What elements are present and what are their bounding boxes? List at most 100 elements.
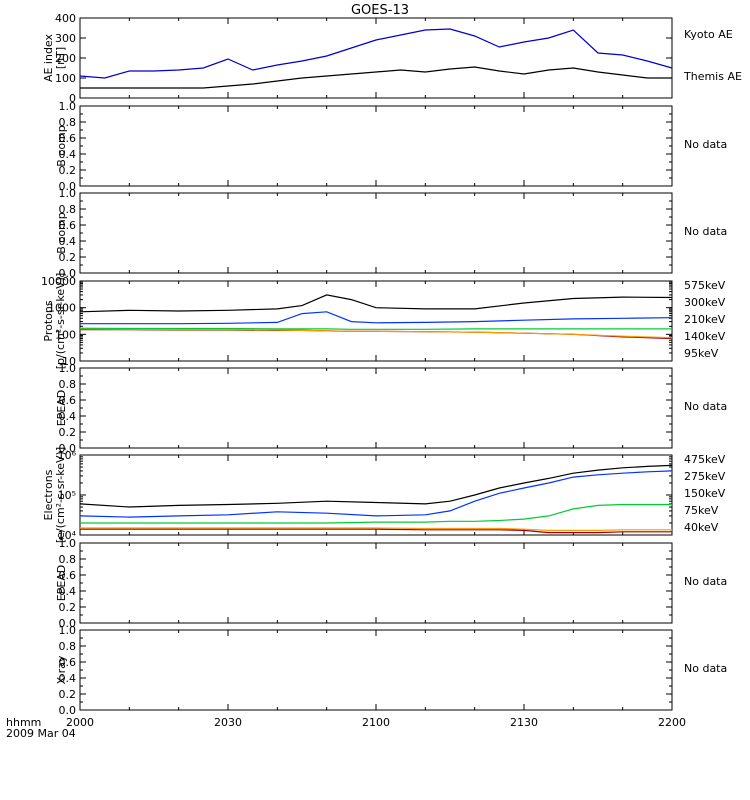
y-axis-label: [nT] [54,47,67,69]
y-tick-label: 0.2 [59,251,77,264]
y-tick-label: 0.0 [59,704,77,717]
y-tick-label: 0.0 [59,442,77,455]
y-tick-label: 0.0 [59,617,77,630]
panel-epead1: 0.0 0.2 0.4 0.6 0.8 1.0 EPEAD No data [55,362,727,455]
y-axis-label: X-ray [55,655,68,684]
x-tick-label: 2100 [362,716,390,729]
panel-protons: 10 100 1000 10000 Protons [p/(cm²-s-sr-keV)] 5… [41,273,726,370]
panel-frame [79,367,673,449]
x-tick-label: 2200 [658,716,686,729]
y-tick-label: 200 [55,52,76,65]
panel-frame [79,280,673,362]
legend-entry: 75keV [684,504,719,517]
y-axis-label: [e/(cm²-s-sr-keV)] [54,447,67,543]
y-tick-label: 10000 [41,275,76,288]
panel-xray: 0.0 0.2 0.4 0.6 0.8 1.0 X-ray No data [55,624,727,717]
y-tick-label: 0.2 [59,426,77,439]
y-tick-label: 0.4 [59,410,77,423]
series-line-95keV [79,294,673,313]
series-line-275keV [80,527,672,532]
y-tick-label: 0.2 [59,601,77,614]
no-data-label: No data [684,138,727,151]
y-tick-label: 1.0 [59,362,77,375]
y-tick-label: 1000 [48,302,76,315]
y-axis-label: AE index [42,33,55,82]
y-tick-label: 10⁵ [58,489,76,502]
series-line-75keV [79,470,673,518]
y-tick-label: 0.0 [59,180,77,193]
y-tick-label: 0.6 [59,394,77,407]
y-tick-label: 300 [55,32,76,45]
panel-b1: 0.0 0.2 0.4 0.6 0.8 1.0 B comp No data [55,100,727,193]
y-tick-label: 0.8 [59,640,77,653]
x-tick-label: 2030 [214,716,242,729]
legend-entry: 150keV [684,487,726,500]
y-tick-label: 10⁴ [58,529,77,542]
y-tick-label: 0.6 [59,132,77,145]
y-tick-label: 0.8 [59,553,77,566]
y-tick-label: 0.8 [59,203,77,216]
y-tick-label: 0.6 [59,656,77,669]
legend-entry: Themis AE [683,70,742,83]
series-line-150keV [80,503,672,524]
y-tick-label: 10⁶ [58,449,77,462]
y-tick-label: 1.0 [59,100,77,113]
no-data-label: No data [684,575,727,588]
y-tick-label: 400 [55,12,76,25]
series-line-210keV [79,327,672,330]
no-data-label: No data [684,225,727,238]
y-tick-label: 0.4 [59,235,77,248]
legend-entry: 575keV [684,279,726,292]
series-line-Themis AE [80,66,672,89]
y-tick-label: 10 [62,355,76,368]
y-tick-label: 0.6 [59,569,77,582]
legend-entry: 95keV [684,347,719,360]
y-tick-label: 100 [55,328,76,341]
time-axis-label: hhmm [6,716,41,729]
legend-entry: 275keV [684,470,726,483]
chart-title: GOES-13 [351,3,409,18]
y-axis-label: Protons [42,300,55,341]
date-label: 2009 Mar 04 [6,727,76,740]
y-axis-label: EPEAD [55,390,68,427]
legend-entry: Kyoto AE [684,28,733,41]
x-tick-label: 2000 [66,716,94,729]
y-tick-label: 0.4 [59,672,77,685]
panel-epead2: 0.0 0.2 0.4 0.6 0.8 1.0 EPEAD No data [55,537,727,630]
series-line-140keV [80,311,673,325]
y-tick-label: 100 [55,72,76,85]
x-tick-label: 2130 [510,716,538,729]
y-axis-label: EPEAD [55,565,68,602]
y-tick-label: 0.2 [59,164,77,177]
panel-frame [79,542,673,624]
y-axis-label: Electrons [42,469,55,520]
panel-b2: 0.0 0.2 0.4 0.6 0.8 1.0 B comp No data [55,187,727,280]
y-axis-label: [p/(cm²-s-sr-keV)] [54,273,67,370]
series-line-Kyoto AE [79,28,673,79]
legend-entry: 300keV [684,296,726,309]
legend-entry: 140keV [684,330,726,343]
y-axis-label: B comp [55,125,68,167]
y-tick-label: 1.0 [59,537,77,550]
series-line-475keV [80,528,672,534]
y-tick-label: 0.2 [59,688,77,701]
legend-entry: 475keV [684,453,726,466]
no-data-label: No data [684,400,727,413]
panel-frame [79,629,673,711]
y-tick-label: 0.4 [59,585,77,598]
y-tick-label: 0.8 [59,116,77,129]
panel-frame [79,192,673,274]
y-tick-label: 1.0 [59,187,77,200]
y-tick-label: 0.0 [59,267,77,280]
y-tick-label: 0.6 [59,219,77,232]
series-line-300keV [79,328,673,339]
no-data-label: No data [684,662,727,675]
y-tick-label: 1.0 [59,624,77,637]
y-tick-label: 0 [69,92,76,105]
legend-entry: 40keV [684,521,719,534]
series-line-40keV [79,464,673,508]
